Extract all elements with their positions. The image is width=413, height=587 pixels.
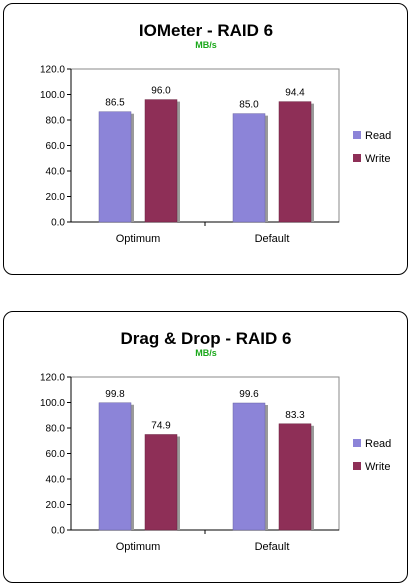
legend-label-read: Read <box>365 438 391 450</box>
y-tick-label: 60.0 <box>46 141 66 152</box>
bar-read-default <box>232 113 266 223</box>
x-category-label: Optimum <box>116 233 161 245</box>
data-label: 94.4 <box>285 88 305 99</box>
y-tick-label: 60.0 <box>46 449 66 460</box>
bar-write-optimum <box>144 434 178 531</box>
y-tick-label: 120.0 <box>40 65 65 76</box>
x-category-label: Optimum <box>116 541 161 553</box>
data-label: 96.0 <box>151 86 171 97</box>
y-tick-label: 80.0 <box>46 424 66 435</box>
chart-title: Drag & Drop - RAID 6 <box>121 329 292 348</box>
drag-drop-chart: Drag & Drop - RAID 6MB/s 0.0 20.0 40.0 60.0 8… <box>40 329 391 553</box>
y-tick-label: 100.0 <box>40 90 65 101</box>
bar-write-default <box>278 423 312 531</box>
legend-swatch-read <box>353 439 361 447</box>
y-tick-label: 100.0 <box>40 398 65 409</box>
chart-panel-iometer: IOMeter - RAID 6 MB/s 0.0 20.0 40.0 60.0 80.0 1… <box>3 3 408 275</box>
y-tick-label: 40.0 <box>46 475 66 486</box>
bar-read-optimum <box>98 402 132 531</box>
chart-title: IOMeter - RAID 6 <box>139 21 273 40</box>
y-tick-label: 120.0 <box>40 373 65 384</box>
bar-read-optimum <box>98 111 132 223</box>
x-category-label: Default <box>255 233 290 245</box>
bar-write-optimum <box>144 99 178 223</box>
legend-swatch-read <box>353 131 361 139</box>
legend-swatch-write <box>353 154 361 162</box>
data-label: 74.9 <box>151 421 171 432</box>
bar-read-default <box>232 402 266 531</box>
y-tick-label: 20.0 <box>46 500 66 511</box>
y-tick-label: 40.0 <box>46 167 66 178</box>
y-tick-label: 0.0 <box>51 218 65 229</box>
chart-subtitle: MB/s <box>195 348 217 358</box>
data-label: 99.6 <box>239 389 259 400</box>
y-tick-label: 0.0 <box>51 526 65 537</box>
x-category-label: Default <box>255 541 290 553</box>
chart-panel-drag-drop: Drag & Drop - RAID 6 MB/s 0.0 20.0 40.0 60.0 8… <box>3 311 408 583</box>
y-tick-label: 20.0 <box>46 192 66 203</box>
bar-write-default <box>278 101 312 223</box>
y-tick-label: 80.0 <box>46 116 66 127</box>
legend-label-read: Read <box>365 130 391 142</box>
legend-label-write: Write <box>365 153 390 165</box>
iometer-chart: IOMeter - RAID 6MB/s 0.0 20.0 40.0 60.0 80.0 1… <box>40 21 391 245</box>
data-label: 99.8 <box>105 389 125 400</box>
data-label: 83.3 <box>285 410 305 421</box>
legend-swatch-write <box>353 462 361 470</box>
legend-label-write: Write <box>365 461 390 473</box>
data-label: 85.0 <box>239 100 259 111</box>
chart-subtitle: MB/s <box>195 40 217 50</box>
data-label: 86.5 <box>105 98 125 109</box>
